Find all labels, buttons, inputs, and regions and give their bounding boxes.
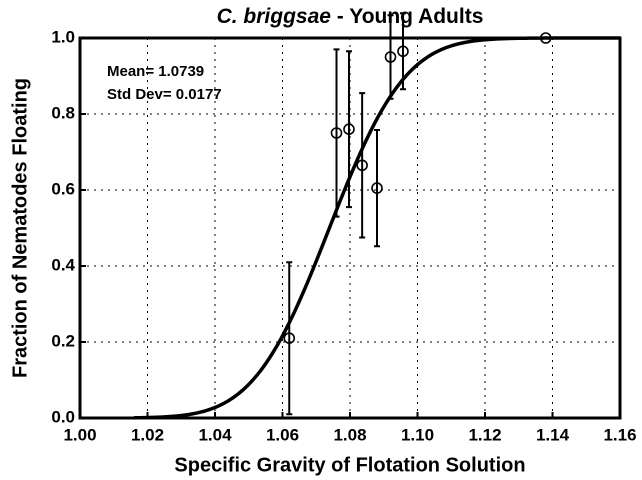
data-point bbox=[343, 123, 355, 135]
title-rest: - Young Adults bbox=[331, 5, 483, 28]
error-bar bbox=[399, 12, 406, 91]
y-tick-label: 0.6 bbox=[51, 179, 75, 198]
x-tick-label: 1.00 bbox=[63, 425, 96, 444]
data-point bbox=[397, 45, 409, 58]
x-tick-label: 1.12 bbox=[468, 425, 501, 444]
error-bar bbox=[345, 50, 352, 209]
y-tick-label: 0.2 bbox=[51, 331, 75, 350]
fit-curve bbox=[133, 36, 620, 420]
title-italic: C. briggsae bbox=[217, 5, 332, 28]
x-tick-label: 1.10 bbox=[401, 425, 434, 444]
error-bar bbox=[333, 48, 340, 218]
annotation: Std Dev= 0.0177 bbox=[107, 86, 222, 103]
plot-frame bbox=[78, 36, 622, 420]
x-tick-label: 1.14 bbox=[536, 425, 570, 444]
x-tick-label: 1.06 bbox=[266, 425, 299, 444]
data-point bbox=[356, 159, 368, 172]
x-tick-label: 1.16 bbox=[603, 425, 636, 444]
data-point bbox=[283, 332, 296, 345]
y-tick-label: 1.0 bbox=[51, 27, 75, 46]
y-tick-label: 0.0 bbox=[51, 407, 75, 426]
data-point bbox=[330, 127, 343, 139]
annotation: Mean= 1.0739 bbox=[107, 63, 204, 80]
data-point bbox=[371, 182, 383, 194]
chart-title: C. briggsae - Young Adults bbox=[217, 5, 484, 28]
x-axis-label: Specific Gravity of Flotation Solution bbox=[174, 454, 525, 476]
data-point bbox=[384, 51, 397, 63]
x-tick-label: 1.04 bbox=[198, 425, 232, 444]
data-point bbox=[539, 32, 552, 44]
y-tick-label: 0.4 bbox=[51, 255, 75, 274]
y-axis-label: Fraction of Nematodes Floating bbox=[9, 78, 31, 378]
x-tick-label: 1.08 bbox=[333, 425, 366, 444]
error-bar bbox=[374, 128, 380, 248]
x-tick-label: 1.02 bbox=[131, 425, 164, 444]
error-bar bbox=[387, 14, 394, 100]
error-bar bbox=[286, 261, 293, 416]
error-bar bbox=[359, 92, 366, 239]
y-tick-label: 0.8 bbox=[51, 103, 75, 122]
